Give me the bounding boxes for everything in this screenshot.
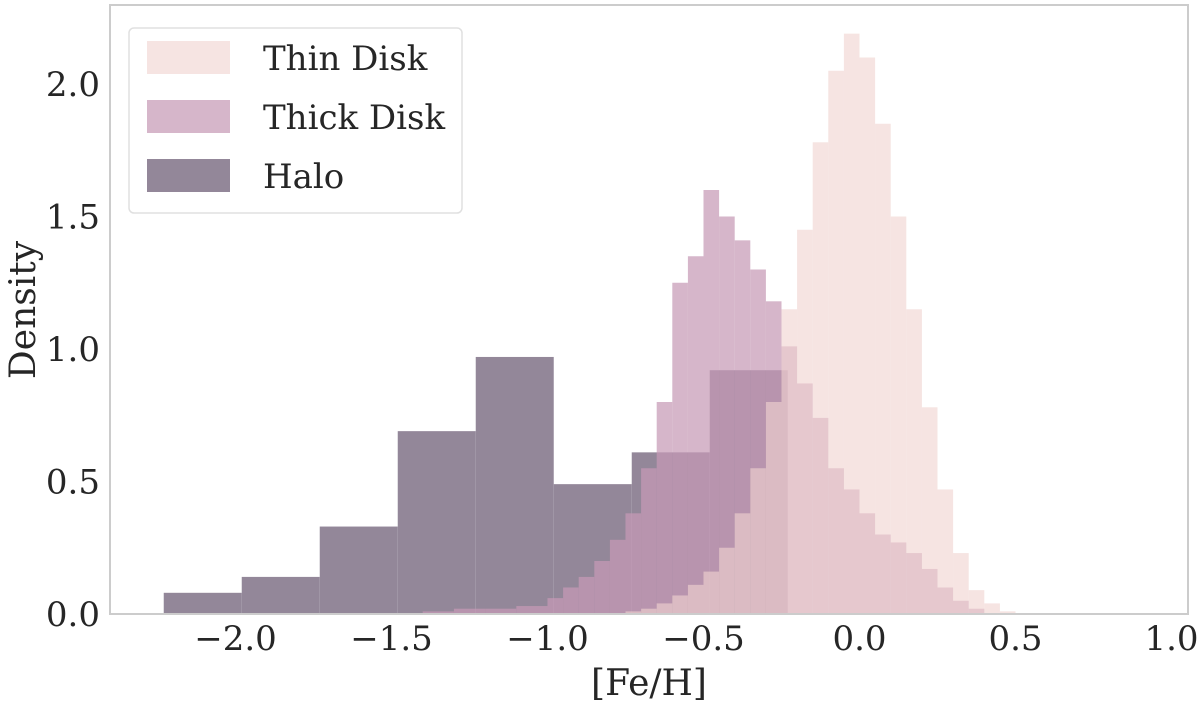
legend-label-thin-disk: Thin Disk xyxy=(263,39,428,79)
thick-disk-bar xyxy=(672,282,688,614)
x-tick-label: 0.0 xyxy=(832,619,886,659)
y-axis-label: Density xyxy=(3,240,44,379)
x-tick-label: −1.5 xyxy=(350,619,433,659)
y-ticks: 0.0 0.5 1.0 1.5 2.0 xyxy=(46,65,100,635)
thin-disk-bar xyxy=(890,216,907,614)
thin-disk-bar xyxy=(937,489,954,614)
y-tick-label: 1.5 xyxy=(46,198,100,238)
y-tick-label: 1.0 xyxy=(46,330,100,370)
thin-disk-bar xyxy=(921,407,938,614)
plot-frame xyxy=(109,4,1189,615)
thick-disk-bar xyxy=(594,561,610,614)
thin-disk-bar xyxy=(984,603,1000,614)
thin-disk-bar xyxy=(641,608,657,614)
thin-disk-bar xyxy=(968,590,985,614)
thick-disk-bar xyxy=(719,216,735,614)
halo-bar xyxy=(319,526,398,614)
thin-disk-bar xyxy=(828,70,844,614)
y-tick-label: 0.5 xyxy=(46,463,100,503)
x-axis-label: [Fe/H] xyxy=(591,663,707,704)
thin-disk-bar xyxy=(875,123,891,614)
thin-disk-bar xyxy=(750,468,766,614)
x-ticks: −2.0 −1.5 −1.0 −0.5 0.0 0.5 1.0 xyxy=(194,619,1198,659)
thin-disk-bar xyxy=(765,402,782,614)
thin-disk-bar xyxy=(812,142,829,615)
halo-bar xyxy=(163,592,242,614)
thin-disk-bar xyxy=(687,584,704,614)
thick-disk-bar xyxy=(687,256,704,614)
thick-disk-bar xyxy=(609,539,626,614)
thick-disk-bar xyxy=(656,402,673,614)
thin-disk-bar xyxy=(625,611,642,614)
bars-layer xyxy=(163,33,1016,615)
legend: Thin Disk Thick Disk Halo xyxy=(128,27,463,214)
legend-swatch-thick-disk xyxy=(147,100,230,133)
thin-disk-bar xyxy=(734,513,751,614)
thick-disk-bar xyxy=(485,608,517,614)
thin-disk-bar xyxy=(656,603,673,614)
x-tick-label: −0.5 xyxy=(662,619,745,659)
legend-swatch-thin-disk xyxy=(147,41,230,74)
thick-disk-bar xyxy=(578,576,595,614)
thin-disk-bar xyxy=(999,611,1016,614)
x-tick-label: −2.0 xyxy=(194,619,277,659)
x-tick-label: −1.0 xyxy=(506,619,589,659)
thin-disk-bar xyxy=(859,57,876,614)
thin-disk-bar xyxy=(953,553,969,614)
thick-disk-bar xyxy=(641,468,657,614)
thin-disk-bar xyxy=(703,571,720,614)
thick-disk-bar xyxy=(547,598,564,614)
thin-disk-bar xyxy=(843,33,860,614)
thin-disk-bar xyxy=(719,547,735,614)
thick-disk-bar xyxy=(625,513,642,614)
thin-disk-bar xyxy=(797,229,813,614)
thick-disk-bar xyxy=(703,190,720,614)
y-tick-label: 0.0 xyxy=(46,595,100,635)
thick-disk-bar xyxy=(516,606,548,614)
halo-bar xyxy=(475,356,554,614)
thick-disk-bar xyxy=(453,608,486,614)
legend-label-halo: Halo xyxy=(263,157,344,197)
halo-bar xyxy=(397,431,476,614)
thin-disk-bar xyxy=(906,309,922,614)
thick-disk-bar xyxy=(563,587,579,614)
thin-disk-bar xyxy=(781,309,798,614)
thick-disk-bar xyxy=(422,611,454,614)
halo-bar xyxy=(241,576,320,614)
y-tick-label: 2.0 xyxy=(46,65,100,105)
thin-disk-bar xyxy=(672,595,688,614)
x-tick-label: 0.5 xyxy=(988,619,1042,659)
legend-swatch-halo xyxy=(147,159,230,192)
legend-label-thick-disk: Thick Disk xyxy=(263,98,445,138)
x-tick-label: 1.0 xyxy=(1144,619,1198,659)
